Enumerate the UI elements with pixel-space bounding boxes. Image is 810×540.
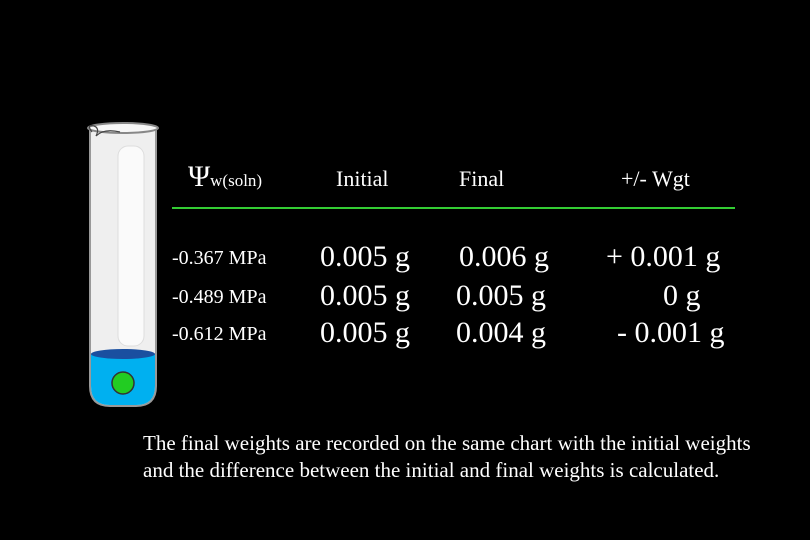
row3-initial: 0.005 g — [320, 316, 410, 349]
solution-surface — [91, 349, 155, 359]
row3-final: 0.004 g — [456, 316, 546, 349]
header-diff: +/- Wgt — [621, 166, 690, 191]
caption: The final weights are recorded on the sa… — [143, 431, 751, 482]
row1-initial: 0.005 g — [320, 240, 410, 273]
row1-diff: + 0.001 g — [606, 240, 721, 273]
row1-final: 0.006 g — [459, 240, 549, 273]
row2-final: 0.005 g — [456, 279, 546, 312]
header-final: Final — [459, 166, 505, 191]
psi-subscript: w(soln) — [210, 171, 263, 190]
row3-diff: - 0.001 g — [617, 316, 725, 349]
header-psi: Ψw(soln) — [188, 160, 262, 194]
header-initial: Initial — [336, 166, 389, 191]
row2-diff: 0 g — [663, 279, 701, 312]
potato-core — [111, 371, 135, 395]
test-tube-highlight — [117, 145, 145, 347]
row3-psi: -0.612 MPa — [172, 323, 267, 345]
row1-psi: -0.367 MPa — [172, 247, 267, 269]
psi-symbol: Ψ — [188, 160, 211, 193]
test-tube-illustration — [87, 122, 159, 407]
header-divider — [172, 207, 735, 209]
string — [88, 125, 121, 137]
row2-psi: -0.489 MPa — [172, 286, 267, 308]
row2-initial: 0.005 g — [320, 279, 410, 312]
test-tube-rim — [87, 122, 159, 134]
